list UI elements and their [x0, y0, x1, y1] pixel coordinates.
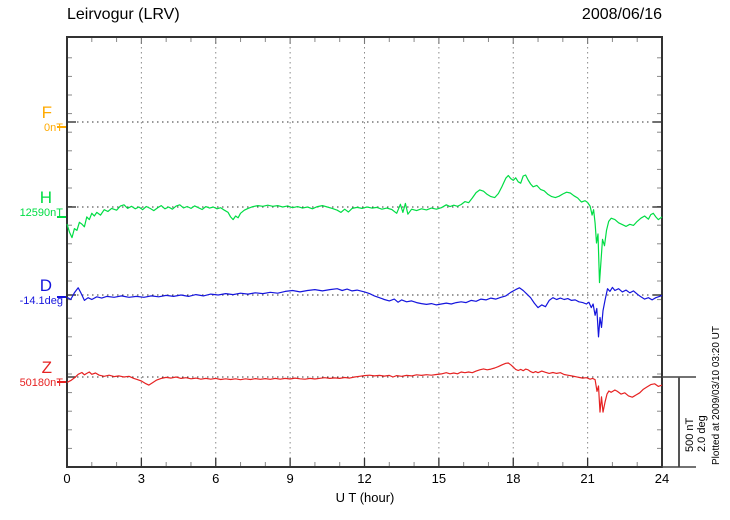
- component-base-value: 0nT: [44, 122, 63, 134]
- component-label-f: F 0nT: [0, 104, 63, 135]
- component-base-value: 50180nT: [19, 377, 63, 389]
- x-axis-tick-label: 3: [137, 471, 145, 486]
- x-axis-tick-label: 18: [506, 471, 521, 486]
- x-axis-title: U T (hour): [335, 490, 395, 505]
- x-axis-tick-label: 21: [580, 471, 595, 486]
- x-axis-tick-label: 9: [286, 471, 294, 486]
- component-base-value: -14.1deg: [19, 295, 63, 307]
- scale-bar-label: 500 nT 2.0 deg: [684, 415, 708, 452]
- station-title: Leirvogur (LRV): [67, 6, 180, 23]
- x-axis-tick-label: 15: [431, 471, 447, 486]
- component-label-d: D -14.1deg: [0, 277, 63, 308]
- component-letter: D: [39, 276, 52, 295]
- component-base-value: 12590nT: [19, 207, 63, 219]
- component-label-h: H 12590nT: [0, 189, 63, 220]
- x-axis-tick-label: 0: [63, 471, 71, 486]
- component-label-z: Z 50180nT: [0, 359, 63, 390]
- x-axis-tick-label: 6: [212, 471, 220, 486]
- component-letter: Z: [41, 358, 52, 377]
- plotted-at-note: Plotted at 2009/03/10 03:20 UT: [711, 326, 722, 465]
- component-letter: H: [39, 188, 52, 207]
- date-label: 2008/06/16: [581, 6, 662, 23]
- x-axis-tick-label: 24: [654, 471, 670, 486]
- x-axis-tick-label: 12: [357, 471, 372, 486]
- component-letter: F: [41, 103, 52, 122]
